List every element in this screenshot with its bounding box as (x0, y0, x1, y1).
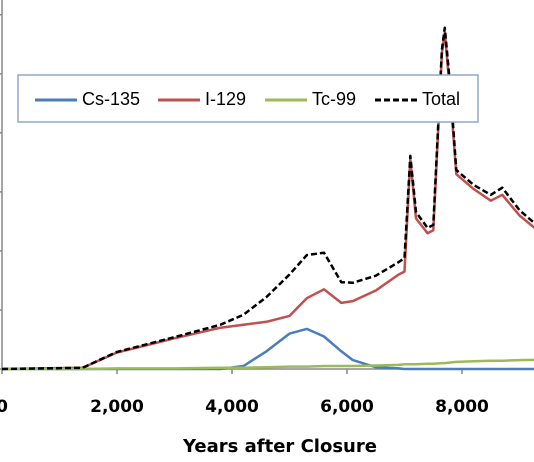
legend-label: Cs-135 (82, 89, 140, 109)
series-line (2, 358, 534, 371)
x-axis-title: Years after Closure (182, 436, 377, 457)
legend-label: I-129 (205, 89, 246, 109)
series-line (1, 26, 534, 371)
x-tick-label: 4,000 (205, 397, 259, 417)
x-tick-label: 6,000 (320, 397, 374, 417)
x-tick-label: 0 (0, 397, 8, 417)
x-tick-label: 8,000 (435, 397, 489, 417)
series-line (1, 31, 534, 371)
x-tick-label: 2,000 (90, 397, 144, 417)
legend-label: Total (422, 89, 460, 109)
legend-box (17, 74, 479, 123)
legend-label: Tc-99 (312, 89, 356, 109)
